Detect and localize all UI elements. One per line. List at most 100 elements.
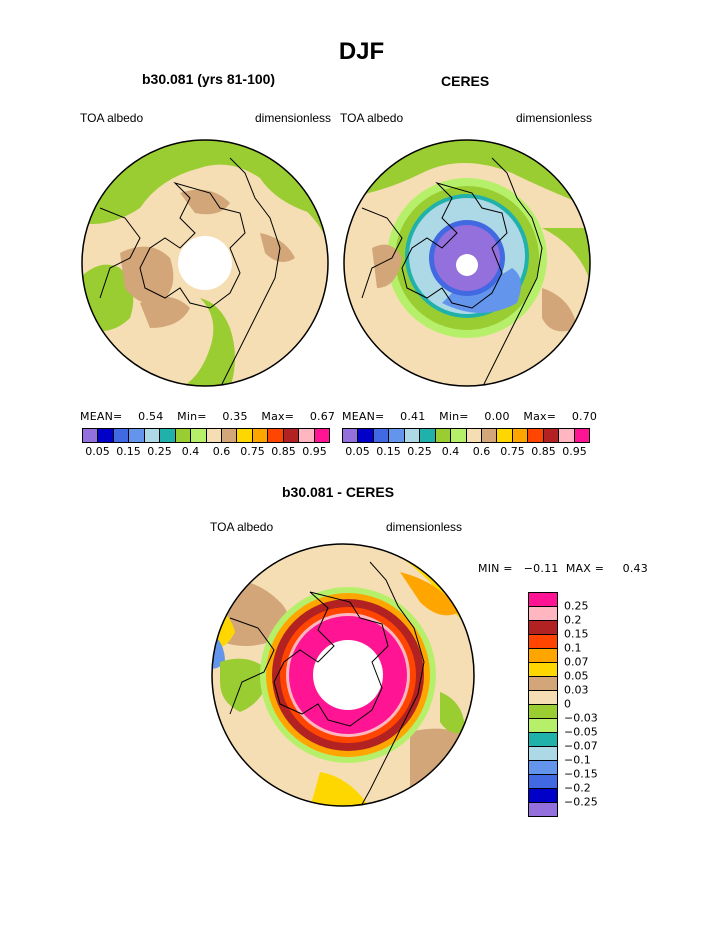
- panel-right-label-ceres: dimensionless: [516, 111, 593, 125]
- colorbar-swatch: [529, 621, 557, 635]
- colorbar-swatch: [206, 429, 222, 442]
- map-border: [81, 139, 329, 387]
- stat-mean-label: MEAN=: [342, 410, 385, 423]
- region-tan-southwest: [140, 296, 190, 328]
- colorbar-tick-label: 0.25: [147, 445, 172, 458]
- stats-model: MEAN= 0.54 Min= 0.35 Max= 0.67: [80, 410, 335, 423]
- colorbar-tick-label: 0.07: [564, 655, 589, 669]
- colorbar-tick-label: −0.1: [564, 753, 591, 767]
- colorbar-ceres: 0.05 0.15 0.25 0.4 0.6 0.75 0.85 0.95: [342, 428, 590, 459]
- stats-ceres: MEAN= 0.41 Min= 0.00 Max= 0.70: [342, 410, 597, 423]
- colorbar-swatch: [358, 429, 374, 442]
- colorbar-tick-label: 0.6: [472, 445, 491, 458]
- panel-left-label-ceres: TOA albedo: [340, 111, 404, 125]
- colorbar-tick-label: −0.15: [564, 767, 598, 781]
- colorbar-diff-labels: 0.25 0.2 0.15 0.1 0.07 0.05 0.03 0 −0.03 −0.05 −0.…: [564, 592, 624, 816]
- colorbar-tick-label: −0.25: [564, 795, 598, 809]
- colorbar-tick-label: 0.2: [564, 613, 582, 627]
- colorbar-swatch: [191, 429, 207, 442]
- colorbar-swatch: [113, 429, 130, 442]
- region-orange-northeast: [400, 572, 460, 616]
- region-tan-west: [120, 246, 174, 304]
- colorbar-tick-label: −0.05: [564, 725, 598, 739]
- stat-mean-label: MEAN=: [80, 410, 123, 423]
- colorbar-tick-label: −0.03: [564, 711, 598, 725]
- colorbar-swatch: [529, 705, 557, 719]
- colorbar-swatch: [497, 429, 513, 442]
- stat-max-value: 0.70: [571, 410, 598, 423]
- coastline-east: [481, 157, 543, 386]
- coastline: [273, 591, 389, 727]
- colorbar-swatch: [466, 429, 482, 442]
- colorbar-tick-label: −0.07: [564, 739, 598, 753]
- colorbar-model: 0.05 0.15 0.25 0.4 0.6 0.75 0.85 0.95: [82, 428, 330, 459]
- colorbar-swatch: [529, 635, 557, 649]
- colorbar-swatch: [528, 429, 544, 442]
- colorbar-tick-label: 0.75: [240, 445, 265, 458]
- colorbar-swatch: [529, 733, 557, 747]
- colorbar-swatches: [82, 428, 330, 443]
- colorbar-tick-label: 0.85: [531, 445, 556, 458]
- colorbar-swatch: [529, 775, 557, 789]
- stat-mean-value: 0.41: [400, 410, 426, 423]
- colorbar-swatch: [451, 429, 467, 442]
- polar-map-ceres: [343, 139, 591, 387]
- colorbar-swatch: [314, 429, 329, 442]
- colorbar-swatch: [529, 649, 557, 663]
- stat-max-label: Max=: [523, 410, 557, 423]
- coastline: [401, 181, 508, 309]
- colorbar-swatch: [529, 761, 557, 775]
- panel-left-label-diff: TOA albedo: [210, 520, 274, 534]
- region-green-south: [180, 298, 235, 386]
- stat-mean-value: 0.54: [138, 410, 164, 423]
- colorbar-swatch: [404, 429, 421, 442]
- colorbar-swatch: [129, 429, 145, 442]
- colorbar-tick-label: 0.4: [441, 445, 460, 458]
- colorbar-swatch: [160, 429, 176, 442]
- stat-min-value: 0.35: [222, 410, 248, 423]
- region-tan-north: [180, 189, 230, 215]
- region-green-north: [82, 140, 328, 224]
- colorbar-swatch: [83, 429, 99, 442]
- colorbar-swatch: [144, 429, 161, 442]
- region-yellow-south: [310, 772, 370, 806]
- polar-hole: [313, 640, 383, 710]
- colorbar-swatch: [175, 429, 192, 442]
- panel-title-diff: b30.081 - CERES: [282, 484, 395, 500]
- colorbar-swatch: [529, 803, 557, 816]
- colorbar-swatch: [559, 429, 575, 442]
- colorbar-swatch: [373, 429, 390, 442]
- region-green-west: [220, 658, 270, 712]
- stat-max-value: 0.67: [309, 410, 336, 423]
- figure-title: DJF: [338, 38, 385, 65]
- colorbar-tick-label: 0.05: [564, 669, 589, 683]
- colorbar-swatch: [299, 429, 315, 442]
- colorbar-tick-label: 0.25: [564, 599, 589, 613]
- panel-title-ceres: CERES: [441, 73, 490, 89]
- map-border: [343, 139, 591, 387]
- polar-map-diff: [211, 543, 475, 807]
- colorbar-tick-label: 0.1: [564, 641, 582, 655]
- colorbar-swatch: [221, 429, 238, 442]
- colorbar-tick-label: 0.15: [564, 627, 589, 641]
- polar-hole: [178, 236, 232, 290]
- colorbar-tick-label: 0.15: [116, 445, 141, 458]
- map-border: [211, 543, 475, 807]
- colorbar-swatch: [574, 429, 589, 442]
- colorbar-swatch: [98, 429, 114, 442]
- colorbar-swatch: [420, 429, 436, 442]
- colorbar-tick-label: 0.95: [562, 445, 587, 458]
- colorbar-tick-label: 0.05: [85, 445, 110, 458]
- colorbar-swatches: [342, 428, 590, 443]
- colorbar-tick-label: 0.85: [271, 445, 296, 458]
- colorbar-diff: [528, 592, 558, 817]
- colorbar-swatch: [512, 429, 529, 442]
- region-tan-east: [542, 288, 577, 332]
- coastline-west: [361, 207, 403, 299]
- panel-right-label-model: dimensionless: [255, 111, 332, 125]
- colorbar-swatch: [343, 429, 359, 442]
- colorbar-swatch: [237, 429, 253, 442]
- panel-right-label-diff: dimensionless: [386, 520, 463, 534]
- colorbar-labels: 0.05 0.15 0.25 0.4 0.6 0.75 0.85 0.95: [82, 445, 330, 459]
- stats-diff: MIN = −0.11 MAX = 0.43: [478, 562, 648, 575]
